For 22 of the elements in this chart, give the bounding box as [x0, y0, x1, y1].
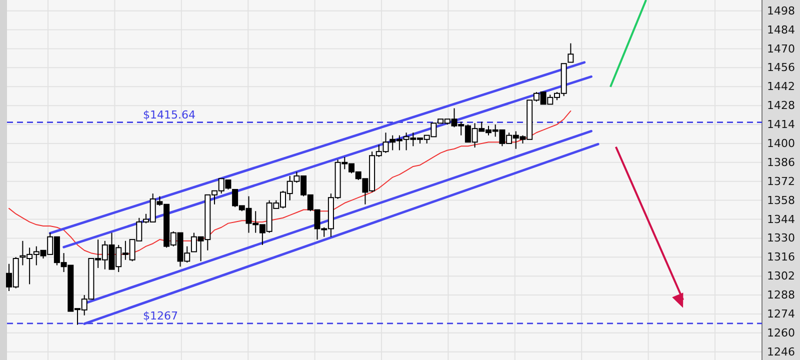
- y-tick-label: 1344: [767, 212, 795, 226]
- y-tick-label: 1316: [767, 250, 795, 264]
- y-tick-label: 1302: [767, 270, 795, 283]
- y-tick-label: 1442: [767, 80, 795, 94]
- ref-line-label: $1415.64: [143, 108, 196, 122]
- y-tick-label: 1484: [767, 23, 795, 36]
- y-tick-label: 1246: [767, 345, 795, 358]
- y-tick-label: 1386: [767, 156, 795, 169]
- y-tick-label: 1372: [767, 174, 795, 188]
- y-tick-label: 1288: [767, 288, 795, 302]
- y-tick-label: 1358: [767, 194, 795, 207]
- y-tick-label: 1414: [767, 118, 795, 132]
- y-tick-label: 1260: [767, 326, 795, 340]
- candlestick: [568, 42, 574, 63]
- y-tick-label: 1330: [767, 232, 795, 245]
- ref-line-label: $1267: [143, 309, 178, 322]
- y-tick-label: 1428: [767, 99, 795, 112]
- y-tick-label: 1470: [767, 42, 795, 56]
- y-tick-label: 1274: [767, 308, 795, 321]
- y-tick-label: 1400: [767, 136, 795, 150]
- y-tick-label: 1498: [767, 4, 795, 18]
- y-tick-label: 1456: [767, 61, 795, 74]
